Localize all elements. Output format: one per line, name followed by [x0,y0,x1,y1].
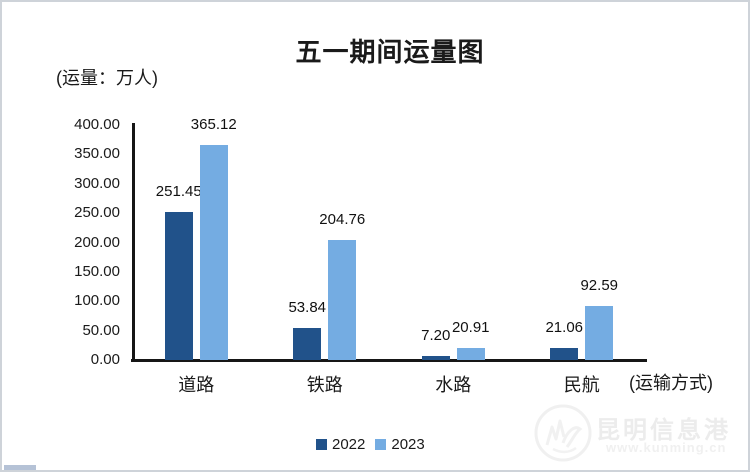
y-axis-tick-label: 400.00 [74,116,120,133]
bar-2022-铁路 [293,328,322,360]
bar-value-label: 20.91 [451,318,490,336]
bar-value-label: 21.06 [545,318,584,336]
bar-value-label: 92.59 [580,276,619,294]
legend-label: 2023 [391,436,425,453]
y-axis-tick-label: 150.00 [74,262,120,280]
bar-2023-铁路 [328,239,357,360]
x-axis-category-label: 铁路 [306,375,343,395]
y-axis-unit-label: (运量：万人) [56,68,158,88]
legend-item-2023: 2023 [375,436,425,453]
bar-2023-民航 [585,305,614,360]
bar-2022-水路 [421,355,450,360]
y-axis-tick-label: 300.00 [74,174,120,192]
x-axis-category-label: 水路 [435,375,472,395]
y-axis-tick-label: 250.00 [74,204,120,222]
y-axis-tick-label: 100.00 [74,292,120,310]
legend-label: 2022 [332,436,366,453]
kunming-logo-icon [534,404,592,462]
y-axis-tick-label: 50.00 [82,321,120,339]
y-axis-tick-label: 200.00 [74,233,120,251]
legend-item-2022: 2022 [316,437,365,452]
watermark-url: www.kunming.cn [606,440,727,455]
bar-value-label: 365.12 [190,116,237,134]
x-axis-category-label: 道路 [178,375,215,395]
watermark: 昆明信息港 www.kunming.cn [530,400,742,462]
legend-swatch-2023 [375,439,387,450]
x-axis-category-label: 民航 [563,375,600,395]
y-axis-line [132,123,135,362]
y-axis-tick-label: 0.00 [90,351,120,368]
bar-value-label: 53.84 [288,299,327,317]
bar-value-label: 251.45 [155,183,202,201]
bar-2022-民航 [550,347,579,360]
watermark-name: 昆明信息港 [596,417,731,444]
bar-2023-道路 [199,145,228,360]
x-axis-title: (运输方式) [629,373,713,393]
bottom-left-artifact [4,465,36,470]
bar-value-label: 7.20 [421,326,451,344]
bar-2023-水路 [456,347,485,360]
legend: 2022 2023 [316,437,425,452]
x-axis-line [131,359,647,362]
bar-value-label: 204.76 [319,210,366,228]
legend-swatch-2022 [316,439,327,450]
page-title: 五一期间运量图 [295,37,485,67]
bar-2022-道路 [164,212,193,360]
y-axis-tick-label: 350.00 [74,145,120,163]
